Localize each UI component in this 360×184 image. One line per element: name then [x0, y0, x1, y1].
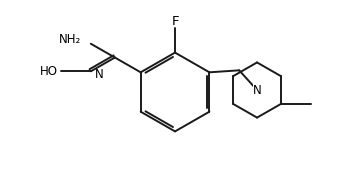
Text: N: N	[95, 68, 104, 81]
Text: N: N	[253, 84, 261, 97]
Text: NH₂: NH₂	[59, 33, 81, 46]
Text: F: F	[171, 15, 179, 28]
Text: HO: HO	[40, 65, 58, 78]
